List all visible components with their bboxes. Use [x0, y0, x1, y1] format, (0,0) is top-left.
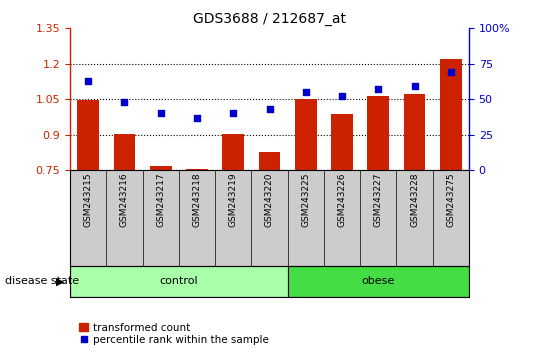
Bar: [288, 266, 469, 297]
Text: GSM243227: GSM243227: [374, 173, 383, 227]
Text: GSM243218: GSM243218: [192, 173, 202, 227]
Text: GSM243226: GSM243226: [337, 173, 347, 227]
Point: [192, 115, 201, 120]
Point: [301, 89, 310, 95]
Bar: [440, 59, 462, 170]
Text: GSM243216: GSM243216: [120, 173, 129, 227]
Text: GSM243219: GSM243219: [229, 173, 238, 227]
Bar: [223, 134, 244, 170]
Text: GSM243217: GSM243217: [156, 173, 165, 227]
Bar: [77, 100, 99, 170]
Point: [338, 93, 347, 99]
Text: obese: obese: [362, 276, 395, 286]
Point: [265, 106, 274, 112]
Bar: [295, 99, 316, 170]
Text: control: control: [160, 276, 198, 286]
Bar: [70, 266, 288, 297]
Text: disease state: disease state: [5, 276, 80, 286]
Point: [229, 110, 238, 116]
Text: GSM243215: GSM243215: [84, 173, 93, 227]
Title: GDS3688 / 212687_at: GDS3688 / 212687_at: [193, 12, 346, 26]
Point: [84, 78, 93, 84]
Bar: [150, 166, 171, 170]
Point: [446, 69, 455, 75]
Text: GSM243225: GSM243225: [301, 173, 310, 227]
Bar: [259, 152, 280, 170]
Text: GSM243228: GSM243228: [410, 173, 419, 227]
Bar: [331, 114, 353, 170]
Text: GSM243275: GSM243275: [446, 173, 455, 227]
Text: GSM243220: GSM243220: [265, 173, 274, 227]
Point: [156, 110, 165, 116]
Text: ▶: ▶: [56, 276, 65, 286]
Point: [120, 99, 129, 105]
Point: [410, 84, 419, 89]
Bar: [114, 134, 135, 170]
Bar: [404, 94, 425, 170]
Point: [374, 86, 383, 92]
Legend: transformed count, percentile rank within the sample: transformed count, percentile rank withi…: [75, 318, 273, 349]
Bar: [368, 96, 389, 170]
